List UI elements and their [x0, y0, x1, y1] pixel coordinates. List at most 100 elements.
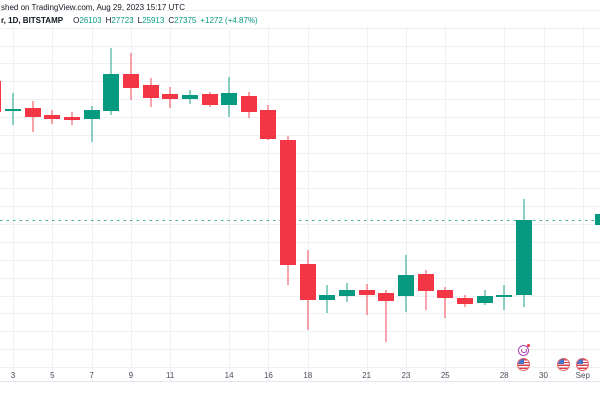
candle-aug-9	[122, 74, 139, 89]
price-gridline	[0, 9, 600, 11]
x-axis-tick-label[interactable]: Sep	[575, 371, 590, 380]
x-axis-tick-label[interactable]: 9	[128, 371, 134, 380]
price-gridline	[0, 242, 600, 243]
x-axis-tick-label[interactable]: 28	[499, 371, 509, 380]
x-axis-tick-label[interactable]: 7	[89, 371, 94, 380]
candle-aug-15	[240, 95, 257, 112]
candle-aug-25	[437, 289, 454, 298]
candle-wick-aug-7	[90, 106, 93, 142]
low-label: L	[137, 16, 143, 25]
price-gridline	[0, 152, 600, 154]
x-axis-tick-label[interactable]: 3	[10, 371, 16, 380]
date-gridline	[543, 26, 545, 381]
candle-aug-23	[398, 275, 414, 297]
date-gridline	[504, 26, 506, 381]
price-label-partial	[595, 214, 600, 226]
candle-aug-24	[417, 273, 434, 292]
candle-aug-12	[181, 94, 198, 99]
price-gridline	[0, 134, 600, 136]
price-gridline	[0, 313, 600, 315]
x-axis-tick-label[interactable]: 14	[224, 371, 234, 380]
candle-aug-19	[319, 295, 336, 301]
x-axis-tick-label[interactable]: 5	[50, 371, 55, 380]
x-axis-tick-label[interactable]: 21	[362, 371, 372, 380]
candle-aug-5	[44, 115, 61, 119]
candle-aug-16	[260, 110, 277, 140]
change-value: +1272 (+4.87%)	[200, 16, 258, 25]
candle-aug-28	[496, 294, 513, 297]
price-gridline	[0, 331, 600, 333]
candle-aug-4	[24, 107, 41, 118]
date-gridline	[445, 26, 447, 381]
candle-aug-14	[221, 92, 238, 106]
open-label: O	[73, 16, 80, 25]
price-gridline	[0, 116, 600, 118]
date-gridline	[406, 26, 407, 381]
close-value: 27375	[174, 16, 197, 25]
price-gridline	[0, 81, 600, 83]
candle-aug-13	[201, 93, 218, 105]
time-axis-line	[0, 381, 600, 382]
candle-aug-3	[5, 108, 21, 112]
x-axis-tick-label[interactable]: 16	[263, 371, 273, 380]
candle-wick-aug-21	[365, 284, 368, 316]
date-gridline	[307, 26, 309, 381]
price-gridline	[0, 367, 600, 368]
candle-aug-7	[83, 109, 100, 119]
symbol-info[interactable]: r, 1D, BITSTAMP	[1, 16, 64, 25]
candle-aug-6	[63, 117, 80, 120]
price-gridline	[0, 63, 600, 65]
date-gridline	[130, 26, 132, 381]
date-gridline	[366, 26, 368, 381]
crypto-event-icon[interactable]	[518, 343, 531, 356]
x-axis-tick-label[interactable]: 25	[440, 371, 450, 380]
candle-aug-8	[103, 74, 120, 112]
date-gridline	[52, 26, 54, 381]
candle-aug-20	[339, 289, 355, 296]
candle-aug-26	[456, 297, 473, 304]
price-gridline	[0, 45, 600, 47]
price-gridline	[0, 224, 600, 226]
x-axis-tick-label[interactable]: 30	[539, 371, 548, 380]
date-gridline	[170, 26, 172, 381]
date-gridline	[91, 26, 93, 381]
high-label: H	[105, 16, 112, 25]
current-price-line	[0, 219, 600, 221]
candle-aug-17	[280, 139, 297, 265]
candle-aug-22	[378, 292, 395, 302]
x-axis-tick-label[interactable]: 23	[401, 371, 411, 380]
candle-aug-21	[358, 289, 375, 295]
candle-aug-11	[162, 93, 179, 99]
candle-wick-aug-22	[385, 290, 388, 343]
close-label: C	[168, 16, 175, 25]
us-flag-event-icon[interactable]	[576, 357, 590, 371]
candle-wick-aug-28	[503, 285, 506, 311]
date-gridline	[268, 26, 270, 381]
low-value: 25913	[142, 16, 165, 25]
candle-aug-27	[476, 296, 493, 303]
us-flag-event-icon[interactable]	[556, 357, 570, 371]
date-gridline	[13, 26, 14, 381]
chart-header: shed on TradingView.com, Aug 29, 2023 15…	[1, 2, 258, 26]
candle-wick-aug-25	[444, 286, 447, 319]
candle-aug-2	[0, 80, 2, 113]
date-gridline	[582, 26, 584, 381]
symbol-ohlc-readout: r, 1D, BITSTAMP O26103 H27723 L25913 C27375 +…	[1, 15, 258, 26]
open-value: 26103	[79, 16, 102, 25]
candle-aug-18	[299, 263, 316, 301]
price-gridline	[0, 99, 600, 101]
price-gridline	[0, 188, 600, 190]
us-flag-event-icon[interactable]	[517, 357, 531, 371]
publish-attribution: shed on TradingView.com, Aug 29, 2023 15…	[1, 3, 185, 12]
price-gridline	[0, 27, 600, 29]
x-axis-tick-label[interactable]: 11	[166, 371, 175, 380]
high-value: 27723	[111, 16, 134, 25]
price-gridline	[0, 170, 600, 172]
date-gridline	[229, 26, 231, 381]
price-gridline	[0, 259, 600, 261]
x-axis-tick-label[interactable]: 18	[303, 371, 313, 380]
price-gridline	[0, 349, 600, 351]
candle-aug-10	[142, 85, 159, 98]
